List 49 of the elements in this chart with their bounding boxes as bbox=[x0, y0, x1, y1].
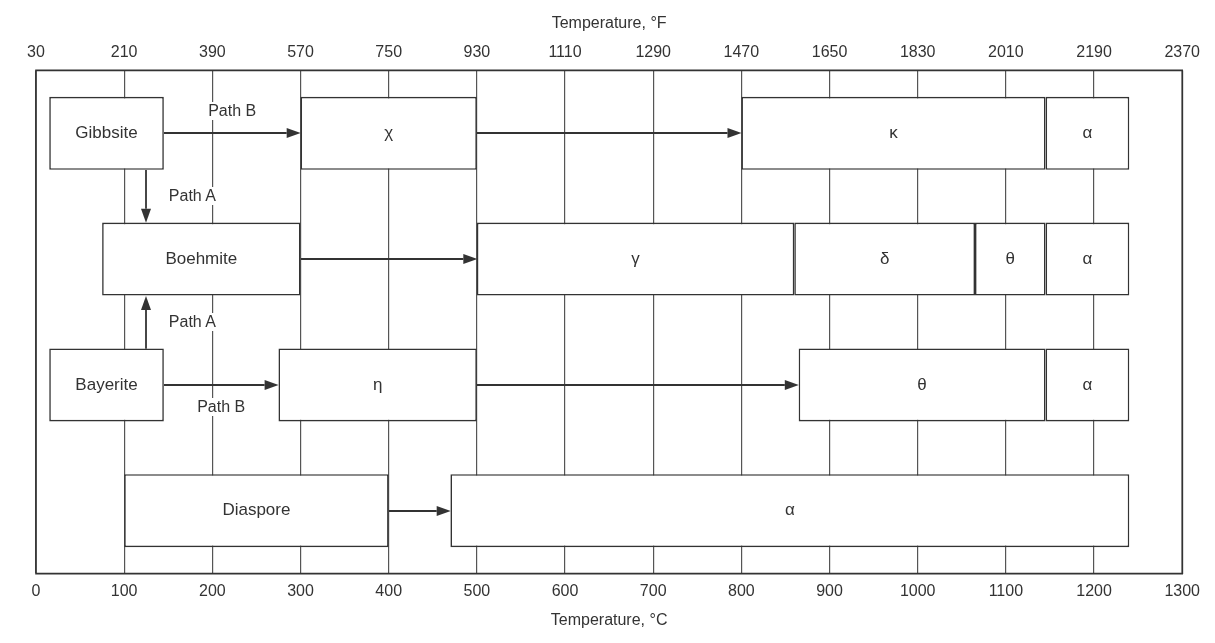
data-label: Bayerite bbox=[75, 374, 138, 394]
x-tick-label: 900 bbox=[816, 581, 843, 599]
x2-tick-label: 30 bbox=[27, 43, 45, 61]
data-label: Boehmite bbox=[165, 248, 238, 268]
x2-tick-label: 1830 bbox=[899, 43, 936, 61]
x2-tick-label: 2190 bbox=[1076, 43, 1112, 61]
x-tick-label: 1100 bbox=[988, 581, 1024, 599]
x2-tick-label: 570 bbox=[287, 43, 314, 61]
data-label: Diaspore bbox=[222, 500, 291, 520]
x-axis-title: Temperature, °C bbox=[550, 610, 668, 628]
x-tick-label: 1000 bbox=[899, 581, 936, 599]
annotation: Path B bbox=[205, 102, 260, 121]
data-label: α bbox=[784, 500, 795, 520]
data-label: θ bbox=[917, 374, 927, 394]
data-label: κ bbox=[889, 122, 899, 142]
data-label: α bbox=[1082, 122, 1093, 142]
x2-tick-label: 930 bbox=[463, 43, 491, 61]
data-label: θ bbox=[1005, 248, 1016, 268]
x-tick-label: 700 bbox=[639, 581, 667, 599]
data-label: δ bbox=[879, 248, 890, 268]
x2-tick-label: 1650 bbox=[811, 43, 848, 61]
x2-tick-label: 2010 bbox=[988, 43, 1024, 61]
x2-tick-label: 2370 bbox=[1164, 43, 1201, 61]
x2-tick-label: 1470 bbox=[723, 43, 760, 61]
x2-tick-label: 1290 bbox=[635, 43, 672, 61]
x-tick-label: 600 bbox=[551, 581, 579, 599]
x-tick-label: 100 bbox=[110, 581, 138, 599]
x-tick-label: 500 bbox=[463, 581, 491, 599]
data-label: Gibbsite bbox=[75, 122, 138, 142]
x-tick-label: 1200 bbox=[1076, 581, 1112, 599]
data-label: η bbox=[372, 374, 383, 394]
x2-tick-label: 210 bbox=[110, 43, 138, 61]
x-tick-label: 300 bbox=[287, 581, 314, 599]
x2-tick-label: 390 bbox=[198, 43, 226, 61]
annotation: Path A bbox=[165, 313, 219, 331]
x2-tick-label: 1110 bbox=[548, 43, 582, 61]
x2-tick-label: 750 bbox=[375, 43, 403, 61]
x-tick-label: 200 bbox=[198, 581, 226, 599]
annotation: Path B bbox=[194, 397, 249, 416]
data-label: γ bbox=[631, 248, 641, 268]
data-label: α bbox=[1082, 374, 1093, 394]
x-tick-label: 1300 bbox=[1164, 581, 1201, 599]
data-label: α bbox=[1082, 248, 1093, 268]
data-label: χ bbox=[384, 122, 394, 142]
x2-axis-title: Temperature, °F bbox=[551, 14, 667, 32]
x-tick-label: 0 bbox=[31, 581, 41, 599]
x-tick-label: 800 bbox=[728, 581, 755, 599]
x-tick-label: 400 bbox=[375, 581, 403, 599]
annotation: Path A bbox=[165, 187, 219, 206]
